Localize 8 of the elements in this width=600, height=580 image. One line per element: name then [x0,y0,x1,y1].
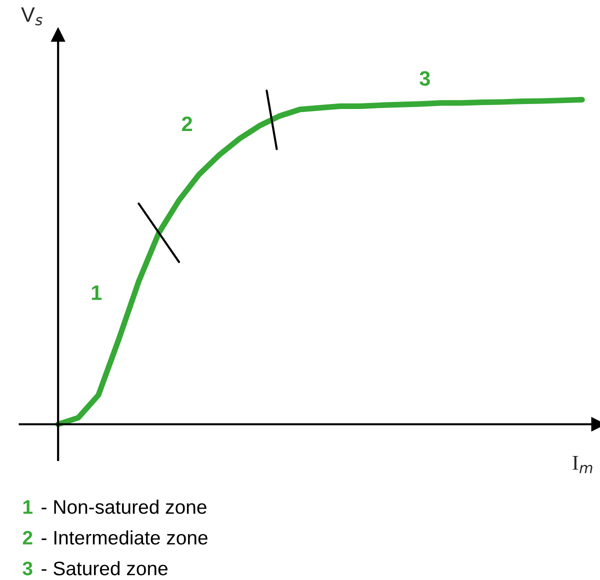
text: 1 - Non-satured zone [23,500,206,514]
y-axis-title: V$_{s}$ [21,7,42,26]
x-axis-title: I$_{m}$ [572,456,592,474]
text: 3 [420,71,430,86]
text: 2 - Intermediate zone [22,530,208,545]
annotation: 2 [182,116,192,132]
annotation: 1 [92,285,102,300]
text: 3 - Satured zone [22,561,168,576]
